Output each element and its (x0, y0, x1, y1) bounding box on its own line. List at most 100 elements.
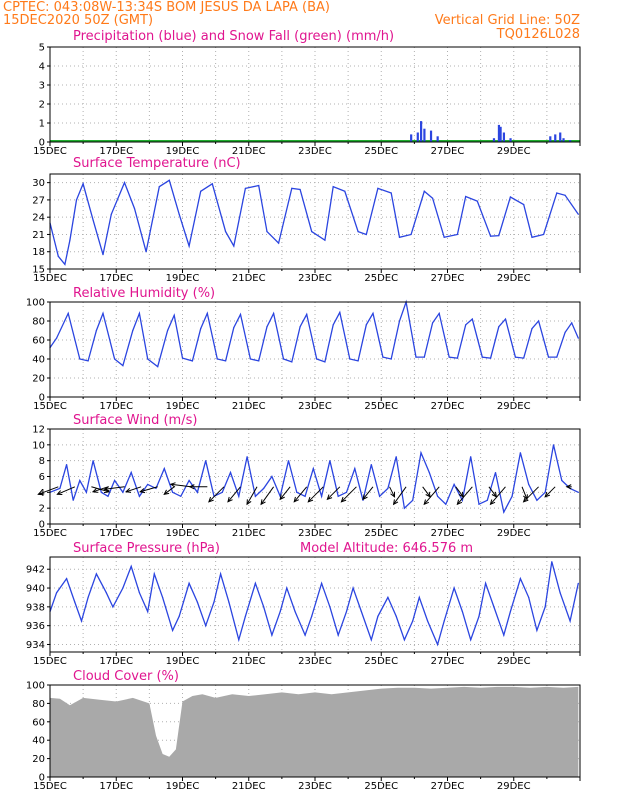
data-point (571, 322, 573, 324)
wind-vector (163, 486, 175, 495)
series-line (49, 299, 579, 368)
x-tick-label: 25DEC (364, 528, 398, 539)
data-point (304, 634, 306, 636)
data-point (345, 491, 348, 493)
y-tick-label: 0 (39, 773, 45, 784)
data-point (180, 495, 182, 497)
data-point (345, 610, 348, 613)
data-point (173, 314, 175, 316)
data-point (387, 487, 389, 489)
data-point (352, 587, 354, 589)
data-point (324, 361, 326, 363)
wind-arrowhead (188, 484, 195, 490)
data-point (370, 464, 372, 466)
data-point (489, 235, 492, 237)
data-point (577, 213, 579, 215)
wind-arrowhead (544, 491, 551, 498)
y-tick-label: 18 (32, 247, 45, 258)
data-point (224, 230, 227, 233)
data-point (216, 358, 218, 360)
data-point (299, 326, 301, 328)
data-point (130, 471, 132, 474)
data-point (395, 456, 397, 458)
wind-vector (57, 486, 76, 495)
title-wind: Surface Wind (m/s) (73, 413, 197, 428)
data-point (478, 615, 480, 617)
data-point (316, 358, 318, 360)
data-point (158, 186, 160, 188)
data-point (372, 312, 374, 314)
data-point (547, 356, 550, 358)
data-point (312, 467, 314, 470)
data-point (544, 491, 546, 493)
x-tick-label: 27DEC (431, 528, 465, 539)
wind-arrowhead (392, 499, 399, 506)
data-point (95, 573, 97, 575)
wind-vector (227, 486, 241, 503)
wind-arrowhead (56, 490, 63, 496)
precip-bar (509, 138, 512, 142)
data-point (122, 587, 124, 589)
data-point (258, 360, 260, 362)
panel-0: 0 1 2 3 4 5 15DEC 17DEC 19DEC 21DEC 23DEC 25DEC 27DE… (33, 43, 581, 157)
x-tick-label: 21DEC (232, 273, 266, 284)
data-point (233, 327, 235, 329)
precip-bar (416, 132, 419, 142)
wind-vector (293, 486, 308, 503)
data-point (354, 467, 356, 470)
data-point (271, 475, 273, 478)
wind-arrowhead (208, 496, 214, 503)
data-point (238, 639, 240, 641)
data-point (357, 360, 359, 362)
data-point (332, 186, 334, 188)
y-tick-label: 80 (32, 699, 45, 710)
y-tick-label: 60 (32, 717, 45, 728)
data-point (72, 499, 74, 501)
data-point (200, 328, 202, 330)
data-point (102, 254, 104, 256)
title-humidity: Relative Humidity (%) (73, 286, 215, 301)
data-point (412, 499, 414, 501)
data-point (428, 471, 430, 474)
data-point (254, 495, 256, 497)
data-point (162, 596, 164, 599)
data-point (494, 471, 497, 474)
data-point (481, 356, 483, 358)
data-point (461, 610, 464, 613)
data-point (542, 233, 545, 236)
y-tick-label: 20 (32, 374, 45, 385)
data-point (282, 358, 285, 360)
data-point (324, 239, 326, 241)
data-point (188, 582, 190, 584)
data-point (67, 312, 69, 314)
data-point (503, 634, 505, 636)
precip-bar (436, 136, 439, 142)
data-point (296, 491, 298, 493)
x-tick-label: 23DEC (298, 146, 332, 157)
data-point (403, 507, 406, 509)
data-point (537, 320, 540, 322)
data-point (390, 192, 392, 194)
x-tick-label: 15DEC (33, 781, 67, 792)
data-point (476, 200, 478, 202)
data-point (153, 573, 155, 575)
precip-bar (492, 138, 496, 142)
data-point (166, 329, 169, 332)
x-tick-label: 27DEC (431, 781, 465, 792)
precip-bar (423, 128, 426, 142)
data-point (196, 491, 199, 493)
data-point (561, 479, 563, 482)
data-point (291, 361, 293, 363)
x-tick-label: 15DEC (33, 146, 67, 157)
data-point (92, 460, 94, 462)
y-tick-label: 1 (39, 119, 45, 130)
wind-vector (544, 486, 556, 498)
wind-vector (38, 486, 59, 495)
data-point (311, 615, 313, 617)
data-point (531, 236, 533, 238)
data-point (436, 643, 439, 646)
x-tick-label: 29DEC (497, 781, 531, 792)
data-point (271, 634, 273, 636)
wind-vector (260, 486, 275, 505)
wind-vector (246, 486, 258, 505)
